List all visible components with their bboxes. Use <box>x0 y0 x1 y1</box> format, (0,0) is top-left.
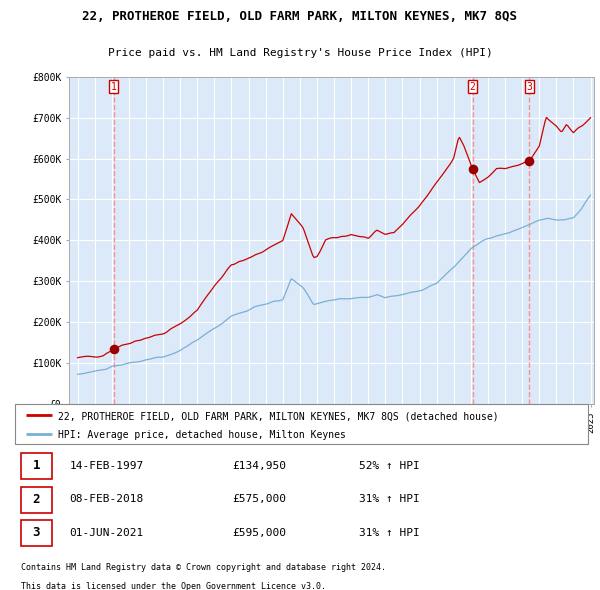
Text: 22, PROTHEROE FIELD, OLD FARM PARK, MILTON KEYNES, MK7 8QS: 22, PROTHEROE FIELD, OLD FARM PARK, MILT… <box>83 9 517 23</box>
Text: Price paid vs. HM Land Registry's House Price Index (HPI): Price paid vs. HM Land Registry's House … <box>107 48 493 58</box>
Text: HPI: Average price, detached house, Milton Keynes: HPI: Average price, detached house, Milt… <box>58 430 346 440</box>
Text: 52% ↑ HPI: 52% ↑ HPI <box>359 461 419 471</box>
Text: 3: 3 <box>526 81 532 91</box>
FancyBboxPatch shape <box>21 487 52 513</box>
Text: Contains HM Land Registry data © Crown copyright and database right 2024.: Contains HM Land Registry data © Crown c… <box>21 563 386 572</box>
Text: 14-FEB-1997: 14-FEB-1997 <box>70 461 143 471</box>
Point <box>109 344 119 353</box>
FancyBboxPatch shape <box>21 520 52 546</box>
Text: 31% ↑ HPI: 31% ↑ HPI <box>359 494 419 504</box>
Text: 08-FEB-2018: 08-FEB-2018 <box>70 494 143 504</box>
Text: £595,000: £595,000 <box>233 527 287 537</box>
Text: 1: 1 <box>111 81 117 91</box>
Text: 1: 1 <box>33 459 40 472</box>
Text: 2: 2 <box>470 81 476 91</box>
Text: 3: 3 <box>33 526 40 539</box>
Text: 31% ↑ HPI: 31% ↑ HPI <box>359 527 419 537</box>
FancyBboxPatch shape <box>21 453 52 479</box>
Text: £575,000: £575,000 <box>233 494 287 504</box>
Text: 22, PROTHEROE FIELD, OLD FARM PARK, MILTON KEYNES, MK7 8QS (detached house): 22, PROTHEROE FIELD, OLD FARM PARK, MILT… <box>58 411 499 421</box>
Text: 01-JUN-2021: 01-JUN-2021 <box>70 527 143 537</box>
Point <box>524 156 534 165</box>
Text: This data is licensed under the Open Government Licence v3.0.: This data is licensed under the Open Gov… <box>21 582 326 590</box>
Point <box>468 164 478 173</box>
Text: 2: 2 <box>33 493 40 506</box>
Text: £134,950: £134,950 <box>233 461 287 471</box>
